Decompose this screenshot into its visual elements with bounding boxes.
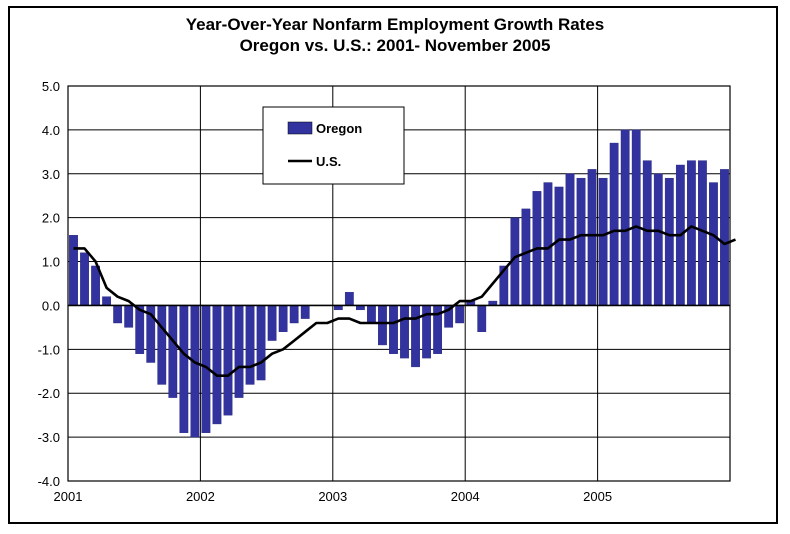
legend-label-us: U.S. (316, 154, 341, 169)
oregon-bar (720, 169, 729, 306)
oregon-bar (135, 305, 145, 354)
oregon-bar (80, 252, 89, 306)
oregon-bar (267, 305, 277, 341)
oregon-bar (367, 305, 376, 324)
chart-subtitle: Oregon vs. U.S.: 2001- November 2005 (239, 36, 551, 55)
oregon-bar (212, 305, 222, 425)
oregon-bar (455, 305, 465, 324)
oregon-bar (554, 186, 564, 306)
oregon-bar (587, 169, 597, 306)
oregon-bar (709, 182, 718, 306)
y-tick-label: 4.0 (42, 123, 60, 138)
oregon-bar (543, 182, 553, 306)
oregon-bar (686, 160, 696, 306)
chart-title: Year-Over-Year Nonfarm Employment Growth… (185, 15, 605, 34)
oregon-bar (168, 305, 178, 398)
oregon-bar (113, 305, 123, 324)
oregon-bar (521, 208, 531, 306)
x-tick-label: 2001 (54, 489, 83, 504)
oregon-bar (300, 305, 310, 319)
oregon-bar (400, 305, 409, 359)
oregon-bar (69, 235, 78, 306)
legend-box (262, 106, 405, 185)
legend-swatch-oregon (287, 121, 313, 135)
us-line-group (73, 225, 736, 378)
y-tick-label: -3.0 (38, 430, 60, 445)
oregon-bar (631, 129, 641, 306)
y-tick-label: 3.0 (42, 167, 60, 182)
oregon-bar (620, 129, 630, 306)
oregon-bar (157, 305, 167, 385)
oregon-bar (477, 305, 487, 332)
legend-label-oregon: Oregon (316, 121, 362, 136)
oregon-bar (190, 305, 200, 438)
y-tick-label: 1.0 (42, 255, 60, 270)
oregon-bar (378, 305, 387, 346)
chart-title-block: Year-Over-Year Nonfarm Employment Growth… (0, 14, 790, 56)
oregon-bar (653, 173, 663, 306)
y-tick-label: 2.0 (42, 211, 60, 226)
oregon-bar (664, 177, 674, 306)
oregon-bar (598, 177, 608, 306)
oregon-bar (609, 142, 619, 306)
y-tick-label: 0.0 (42, 298, 60, 313)
oregon-bar (278, 305, 288, 332)
x-tick-labels: 2001 2002 2003 2004 2005 (54, 489, 613, 504)
x-tick-label: 2002 (186, 489, 215, 504)
x-tick-label: 2004 (451, 489, 480, 504)
oregon-bar (234, 305, 244, 398)
oregon-bar (245, 305, 255, 385)
y-tick-labels: 5.0 4.0 3.0 2.0 1.0 0.0 -1.0 -2.0 -3.0 -4.0 (38, 79, 60, 489)
y-tick-label: -1.0 (38, 342, 60, 357)
oregon-bar (124, 305, 134, 328)
oregon-bar (179, 305, 189, 433)
legend: Oregon U.S. (262, 106, 405, 185)
us-line (73, 225, 736, 378)
oregon-bar (289, 305, 299, 324)
x-tick-label: 2003 (318, 489, 347, 504)
grid-lines (67, 85, 731, 482)
oregon-bar (389, 305, 398, 354)
oregon-bar (102, 296, 112, 306)
oregon-bar (223, 305, 233, 416)
oregon-bar (411, 305, 420, 368)
oregon-bar (642, 160, 652, 306)
oregon-bar (256, 305, 266, 381)
y-tick-label: -2.0 (38, 386, 60, 401)
x-tick-label: 2005 (583, 489, 612, 504)
y-tick-label: -4.0 (38, 474, 60, 489)
y-tick-label: 5.0 (42, 79, 60, 94)
oregon-bar (344, 292, 354, 306)
oregon-bar (576, 177, 586, 306)
